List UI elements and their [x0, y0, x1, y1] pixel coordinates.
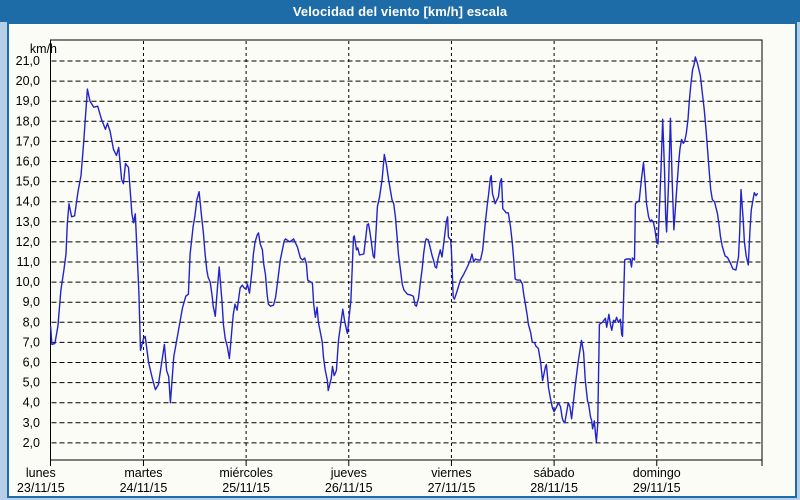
chart-frame — [7, 22, 797, 498]
chart-title: Velocidad del viento [km/h] escala — [292, 3, 508, 19]
title-bar: Velocidad del viento [km/h] escala — [0, 0, 800, 22]
